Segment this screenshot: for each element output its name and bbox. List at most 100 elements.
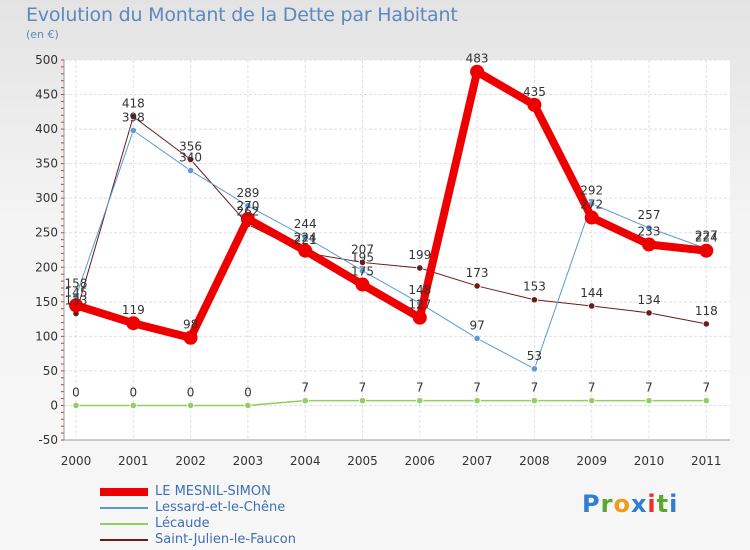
plot-area xyxy=(64,60,730,440)
data-label: 144 xyxy=(580,286,603,300)
data-label: 133 xyxy=(65,294,88,308)
data-label: 483 xyxy=(466,52,489,66)
y-tick-label: 200 xyxy=(35,260,58,274)
data-point xyxy=(240,211,255,226)
x-tick-label: 2000 xyxy=(61,454,92,468)
series xyxy=(69,64,714,410)
data-point xyxy=(244,401,252,410)
x-tick-label: 2008 xyxy=(519,454,550,468)
data-label: 233 xyxy=(638,224,661,238)
data-label: 272 xyxy=(580,198,603,212)
data-point xyxy=(527,97,542,112)
data-label: 7 xyxy=(702,381,710,395)
y-tick-label: 150 xyxy=(35,295,58,309)
data-label: 0 xyxy=(129,385,137,399)
data-label: 418 xyxy=(122,97,145,111)
data-label: 0 xyxy=(187,385,195,399)
data-point xyxy=(473,397,481,405)
legend-label: LE MESNIL-SIMON xyxy=(155,484,271,499)
data-point xyxy=(129,126,137,135)
unit-label: (en €) xyxy=(26,28,59,41)
data-point xyxy=(702,397,710,405)
data-label: 289 xyxy=(236,186,259,200)
legend-swatch xyxy=(100,523,148,525)
y-tick-label: -50 xyxy=(38,433,58,447)
y-tick-label: 300 xyxy=(35,191,58,205)
y-tick-label: 450 xyxy=(35,88,58,102)
data-point xyxy=(645,397,653,405)
data-label: 340 xyxy=(179,151,202,165)
data-label: 7 xyxy=(473,381,481,395)
data-point xyxy=(530,397,539,405)
x-tick-label: 2004 xyxy=(290,454,321,468)
data-point xyxy=(358,258,367,267)
data-point xyxy=(470,64,485,79)
data-point xyxy=(584,210,599,225)
data-point xyxy=(699,243,714,258)
legend-swatch xyxy=(100,488,148,496)
data-label: 118 xyxy=(695,304,718,318)
x-tick-label: 2002 xyxy=(175,454,206,468)
data-label: 53 xyxy=(527,349,542,363)
series-line xyxy=(72,67,711,342)
data-point xyxy=(588,397,596,405)
data-label: 244 xyxy=(294,217,317,231)
series-line xyxy=(75,399,708,407)
data-label: 0 xyxy=(72,385,80,399)
data-point xyxy=(642,237,656,252)
data-point xyxy=(355,277,370,292)
data-label: 173 xyxy=(466,266,489,280)
data-label: 7 xyxy=(588,381,596,395)
legend-label: Lessard-et-le-Chêne xyxy=(155,500,286,515)
data-label: 435 xyxy=(523,85,546,99)
x-tick-label: 2003 xyxy=(233,454,264,468)
data-point xyxy=(645,224,653,232)
series-line xyxy=(75,129,707,370)
legend-swatch xyxy=(100,507,148,509)
data-label: 7 xyxy=(531,381,539,395)
data-label: 97 xyxy=(469,318,484,332)
x-tick-label: 2009 xyxy=(576,454,607,468)
data-label: 257 xyxy=(638,208,661,222)
data-label: 7 xyxy=(301,381,309,395)
data-point xyxy=(412,310,427,325)
legend-swatch xyxy=(100,539,148,541)
x-tick-label: 2010 xyxy=(634,454,665,468)
x-tick-label: 2006 xyxy=(405,454,436,468)
y-tick-label: 350 xyxy=(35,157,58,171)
x-tick-label: 2007 xyxy=(462,454,493,468)
y-tick-label: 50 xyxy=(43,364,58,378)
data-label: 292 xyxy=(580,184,603,198)
y-tick-label: 400 xyxy=(35,122,58,136)
y-tick-label: 500 xyxy=(35,53,58,67)
x-tick-label: 2011 xyxy=(691,454,722,468)
chart-title: Evolution du Montant de la Dette par Hab… xyxy=(26,4,458,26)
data-point xyxy=(645,309,653,317)
data-point xyxy=(244,202,252,210)
data-label: 7 xyxy=(645,381,653,395)
y-tick-label: 0 xyxy=(50,398,58,412)
data-point xyxy=(702,320,710,328)
data-label: 119 xyxy=(122,303,145,317)
data-point xyxy=(126,316,141,331)
y-tick-label: 100 xyxy=(35,329,58,343)
series-line xyxy=(75,116,707,325)
data-point xyxy=(358,267,367,275)
data-label: 134 xyxy=(638,293,661,307)
data-label: 127 xyxy=(408,298,431,312)
data-label: 195 xyxy=(351,251,374,265)
data-point xyxy=(301,397,309,405)
data-label: 224 xyxy=(695,231,718,245)
grid xyxy=(64,59,730,441)
data-point xyxy=(183,330,198,345)
x-tick-label: 2001 xyxy=(118,454,149,468)
data-point xyxy=(473,282,481,290)
data-point xyxy=(187,155,195,164)
legend-label: Saint-Julien-le-Faucon xyxy=(155,532,296,547)
data-point xyxy=(72,401,80,410)
data-point xyxy=(416,264,424,272)
data-label: 158 xyxy=(65,276,88,290)
data-label: 227 xyxy=(695,229,718,243)
